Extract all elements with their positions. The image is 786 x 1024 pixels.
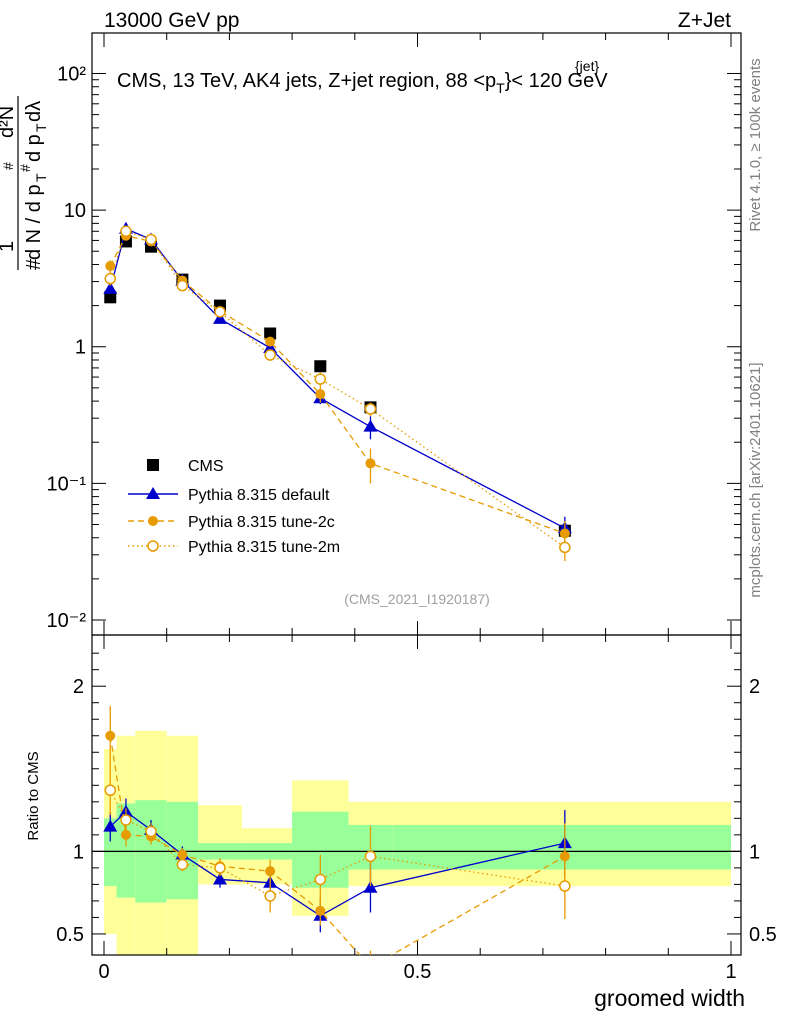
ratio-ticks: 0.5 0.5 1 1 2 2 0 0.5 1 [56, 635, 777, 983]
legend: CMS Pythia 8.315 default Pythia 8.315 tu… [128, 458, 340, 556]
ratio-series [103, 706, 572, 972]
series-point-0 [363, 419, 378, 432]
green-band [104, 818, 117, 887]
header-right: Z+Jet [678, 9, 731, 32]
x-axis-title: groomed width [594, 985, 745, 1011]
cms-data-point [264, 327, 277, 340]
svg-text:dλ: dλ [23, 101, 45, 122]
series-point-2 [314, 373, 327, 385]
main-y-tick-label: 10 [64, 200, 86, 222]
ratio-point-0 [212, 872, 227, 885]
series-point-0 [103, 281, 118, 294]
series-point-1 [315, 389, 326, 400]
ratio-y-tick-label: 1 [73, 841, 84, 863]
series-point-0 [212, 311, 227, 324]
main-y-tick-label: 10⁻² [47, 610, 87, 632]
main-y-tick-label: 10² [57, 63, 86, 85]
ratio-y-tick-label-right: 0.5 [749, 924, 777, 946]
series-point-2 [214, 306, 226, 318]
svg-text:{jet}: {jet} [575, 58, 599, 74]
ratio-y-tick-label-right: 2 [749, 676, 760, 698]
legend-label-tune2m: Pythia 8.315 tune-2m [188, 539, 340, 556]
x-tick-label: 0 [98, 961, 109, 983]
ratio-point-2 [364, 850, 377, 863]
main-series [103, 221, 572, 562]
main-title: CMS, 13 TeV, AK4 jets, Z+jet region, 88 … [117, 58, 608, 96]
ratio-y-tick-label: 2 [73, 676, 84, 698]
series-point-1 [559, 528, 570, 539]
header-left: 13000 GeV pp [104, 9, 239, 32]
legend-label-default: Pythia 8.315 default [188, 487, 330, 504]
ratio-point-2 [264, 890, 276, 902]
svg-text:#: # [23, 258, 45, 270]
series-point-0 [263, 340, 278, 353]
analysis-watermark: (CMS_2021_I1920187) [344, 591, 490, 607]
series-point-1 [105, 260, 116, 271]
mcplots-label: mcplots.cern.ch [arXiv:2401.10621] [747, 362, 764, 597]
series-point-1 [265, 336, 276, 347]
main-y-tick-label: 10⁻¹ [47, 473, 87, 495]
ratio-frame [91, 634, 742, 956]
svg-text:T: T [33, 173, 49, 182]
ratio-y-tick-label: 0.5 [56, 924, 84, 946]
svg-text:CMS, 13 TeV, AK4 jets, Z+jet r: CMS, 13 TeV, AK4 jets, Z+jet region, 88 … [117, 70, 608, 96]
series-point-2 [264, 349, 276, 361]
ratio-point-2 [214, 862, 226, 874]
series-point-2 [120, 225, 132, 238]
ratio-point-2 [559, 880, 571, 892]
svg-text:T: T [33, 123, 49, 132]
ratio-point-1 [365, 962, 375, 972]
plot-frames [91, 32, 742, 956]
svg-text:1: 1 [0, 241, 18, 252]
legend-marker-default [146, 487, 160, 499]
ratio-point-2 [176, 858, 189, 871]
series-point-2 [559, 541, 571, 554]
series-point-2 [104, 272, 117, 285]
cms-data-point [314, 360, 327, 373]
ratio-point-2 [145, 825, 157, 838]
legend-marker-tune2c [148, 516, 158, 526]
legend-marker-tune2m [147, 540, 159, 552]
svg-text:d p: d p [23, 134, 45, 162]
series-point-2 [364, 403, 377, 415]
main-y-ticks: 10⁻² 10⁻¹ 1 10 10² [47, 33, 741, 635]
ratio-point-1 [177, 849, 188, 860]
cms-data-point [104, 291, 117, 304]
legend-label-cms: CMS [188, 458, 224, 475]
ratio-point-1 [265, 866, 276, 877]
legend-marker-cms [147, 459, 159, 471]
svg-text:d N / d p: d N / d p [23, 184, 45, 260]
ratio-point-1 [105, 730, 116, 741]
ratio-point-1 [315, 905, 326, 916]
ratio-y-tick-label-right: 1 [749, 841, 760, 863]
main-y-tick-label: 1 [75, 337, 86, 359]
svg-text:#: # [17, 164, 33, 172]
legend-label-tune2c: Pythia 8.315 tune-2c [188, 514, 335, 531]
ratio-point-0 [103, 819, 118, 832]
series-point-2 [145, 233, 157, 246]
ratio-point-1 [120, 829, 131, 840]
ratio-point-2 [314, 873, 327, 886]
rivet-version-label: Rivet 4.1.0, ≥ 100k events [747, 58, 764, 231]
svg-text:d²N: d²N [0, 106, 18, 138]
series-line-1 [109, 234, 566, 535]
x-tick-label: 0.5 [404, 961, 432, 983]
x-tick-label: 1 [725, 961, 736, 983]
series-line-2 [109, 230, 566, 548]
green-band [116, 803, 136, 898]
series-point-1 [365, 458, 376, 469]
ratio-uncertainty-bands [92, 730, 741, 955]
main-y-axis-label: # d N / d p T # d p T dλ 1 # d²N [0, 96, 49, 270]
ratio-point-2 [120, 814, 132, 826]
ratio-point-0 [363, 880, 378, 893]
svg-text:#: # [0, 162, 16, 170]
ratio-point-2 [104, 784, 117, 797]
series-point-2 [176, 279, 189, 292]
ratio-y-axis-label: Ratio to CMS [25, 751, 42, 840]
